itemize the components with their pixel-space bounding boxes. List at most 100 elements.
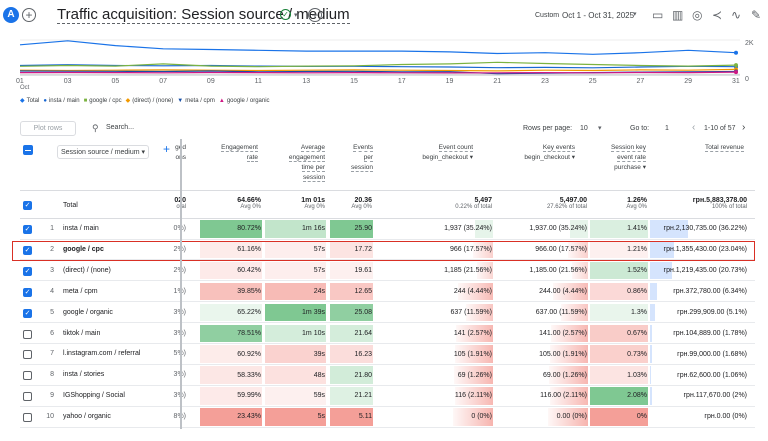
table-row[interactable]: ✓ 2 google / cpc 2%) 61.16% 57s 17.72 966 (17.5…	[20, 240, 755, 261]
revenue-bar	[650, 240, 675, 259]
legend-label: (direct) / (none)	[132, 97, 174, 104]
row-checkbox[interactable]: ✓	[23, 308, 32, 318]
row-checkbox[interactable]	[23, 413, 32, 423]
compare-icon[interactable]: ▥	[672, 8, 684, 22]
row-dimension-value[interactable]: tiktok / main	[63, 329, 101, 337]
totals-cell: 1m 01s Avg 0%	[265, 197, 325, 210]
header-session-key-event-rate[interactable]: Session key event rate purchase ▾	[610, 144, 646, 171]
totals-value: 1m 01s	[301, 197, 325, 204]
totals-checkbox[interactable]: ✓	[23, 201, 32, 210]
header-avg-engagement-time[interactable]: Average engagement time per session	[288, 144, 325, 182]
row-metric-value: 21.80	[354, 371, 372, 379]
series-end-point-2	[734, 63, 738, 68]
add-dimension-icon[interactable]: +	[163, 142, 171, 156]
goto-input[interactable]: 1	[665, 125, 669, 132]
check-circle-icon: ✓	[280, 9, 291, 20]
row-checkbox[interactable]	[23, 350, 32, 360]
legend-item[interactable]: ◆ (direct) / (none)	[126, 97, 174, 105]
row-dimension-value[interactable]: insta / main	[63, 225, 99, 232]
row-metric-value: 0.00 (0%)	[556, 413, 587, 421]
row-metric-value: 25.90	[354, 225, 372, 233]
header-engagement-rate[interactable]: Engagement rate	[221, 144, 258, 162]
header-events-per-session[interactable]: Events per session	[350, 144, 373, 172]
table-row[interactable]: ✓ 3 (direct) / (none) 2%) 60.42% 57s 19.61 1,18…	[20, 261, 755, 282]
heat-cell-bg	[455, 324, 493, 342]
edit-icon[interactable]: ✎	[751, 8, 762, 22]
x-month-label: Oct	[20, 85, 30, 91]
row-metric-value: 141.00 (2.57%)	[539, 329, 587, 337]
rows-dropdown-icon[interactable]: ▾	[598, 125, 602, 132]
header-key-events[interactable]: Key events begin_checkout ▾	[524, 144, 575, 161]
totals-value: 1.26%	[627, 197, 647, 204]
date-range-picker[interactable]: Oct 1 - Oct 31, 2025	[562, 11, 635, 20]
legend-item[interactable]: ◆ Total	[20, 97, 39, 105]
row-dimension-value[interactable]: google / organic	[63, 308, 113, 316]
add-card-icon[interactable]: +	[308, 8, 322, 22]
heat-cell-bg	[567, 240, 588, 259]
share-icon[interactable]: ≺	[712, 8, 723, 22]
row-checkbox[interactable]: ✓	[23, 266, 32, 276]
table-row[interactable]: 8 insta / stories 3%) 58.33% 48s 21.80 69 (1.2…	[20, 365, 755, 386]
table-row[interactable]: ✓ 4 meta / cpm 1%) 39.85% 24s 12.65 244 (4.44%)…	[20, 282, 755, 303]
row-dimension-value[interactable]: google / cpc	[63, 245, 104, 253]
trend-icon[interactable]: ∿	[731, 8, 742, 22]
row-dimension-value[interactable]: yahoo / organic	[63, 413, 111, 421]
x-tick-label: 27	[636, 78, 645, 85]
table-row[interactable]: ✓ 1 insta / main 0%) 80.72% 1m 16s 25.90 1,937 …	[20, 219, 755, 240]
row-dimension-value[interactable]: (direct) / (none)	[63, 266, 111, 274]
heat-cell-bg	[200, 324, 262, 342]
plot-rows-button[interactable]: Plot rows	[20, 121, 76, 136]
totals-cell: 64.66% Avg 0%	[200, 197, 261, 210]
row-index: 8	[50, 371, 54, 379]
legend-label: google / cpc	[89, 97, 122, 104]
row-dimension-value[interactable]: IGShopping / Social	[63, 392, 125, 400]
x-tick-label: 17	[397, 78, 406, 85]
select-all-checkbox[interactable]	[23, 145, 33, 155]
account-avatar[interactable]: A	[3, 7, 19, 23]
row-metric-value: 65.22%	[237, 308, 261, 316]
date-dropdown-icon[interactable]: ▾	[633, 11, 637, 18]
legend-item[interactable]: ■ google / cpc	[84, 98, 122, 104]
row-checkbox[interactable]	[23, 392, 32, 402]
search-input[interactable]: Search...	[106, 124, 135, 131]
row-checkbox[interactable]: ✓	[23, 287, 32, 297]
header-total-revenue[interactable]: Total revenue	[704, 144, 744, 152]
heat-cell-bg	[590, 240, 648, 259]
dimension-selector[interactable]: Session source / medium ▾	[57, 145, 150, 159]
prev-page-icon[interactable]: ‹	[692, 122, 696, 133]
add-comparison-icon[interactable]: +	[22, 8, 36, 22]
table-row[interactable]: ✓ 5 google / organic 3%) 65.22% 1m 39s 25.08 63…	[20, 303, 755, 324]
next-page-icon[interactable]: ›	[742, 122, 746, 133]
legend-item[interactable]: ▼ meta / cpm	[177, 98, 215, 104]
table-row[interactable]: 9 IGShopping / Social 3%) 59.99% 59s 21.21 116…	[20, 386, 755, 407]
frozen-column-divider[interactable]	[180, 139, 182, 429]
row-checkbox[interactable]	[23, 371, 32, 381]
legend-item[interactable]: ▲ google / organic	[219, 98, 270, 104]
row-dimension-value[interactable]: l.instagram.com / referral	[63, 350, 141, 358]
table-row[interactable]: 7 l.instagram.com / referral 5%) 60.92% 39s 1…	[20, 344, 755, 365]
totals-cell: 5,497 0.22% of total	[400, 197, 492, 210]
customize-report-icon[interactable]: ▭	[652, 8, 664, 22]
row-checkbox[interactable]: ✓	[23, 225, 32, 234]
rows-per-page-select[interactable]: 10	[580, 125, 588, 132]
x-tick-label: 19	[445, 78, 454, 85]
row-dimension-value[interactable]: meta / cpm	[63, 287, 98, 295]
row-partial-value: 8%)	[170, 413, 186, 420]
row-metric-value: 21.64	[354, 329, 372, 337]
chevron-down-icon[interactable]: ▾	[294, 12, 298, 19]
row-checkbox[interactable]	[23, 329, 32, 339]
table-row[interactable]: 6 tiktok / main 3%) 78.51% 1m 10s 21.64 141 (2…	[20, 324, 755, 344]
page-title[interactable]: Traffic acquisition: Session source / me…	[57, 6, 350, 24]
heat-cell-bg	[330, 387, 373, 405]
row-metric-value: грн.1,219,435.00 (20.73%)	[663, 267, 747, 275]
row-dimension-value[interactable]: insta / stories	[63, 371, 105, 379]
heat-cell-bg	[330, 240, 373, 259]
row-metric-value: 637 (11.59%)	[450, 308, 492, 316]
row-checkbox[interactable]: ✓	[23, 245, 32, 255]
table-row[interactable]: 10 yahoo / organic 8%) 23.43% 5s 5.11 0 (0%) 0.…	[20, 407, 755, 428]
legend-item[interactable]: ● insta / main	[43, 98, 79, 104]
heat-cell-bg	[553, 282, 588, 301]
insights-icon[interactable]: ◎	[692, 8, 703, 22]
rows-per-page-label: Rows per page:	[523, 125, 573, 132]
header-event-count[interactable]: Event count begin_checkout ▾	[422, 144, 473, 161]
